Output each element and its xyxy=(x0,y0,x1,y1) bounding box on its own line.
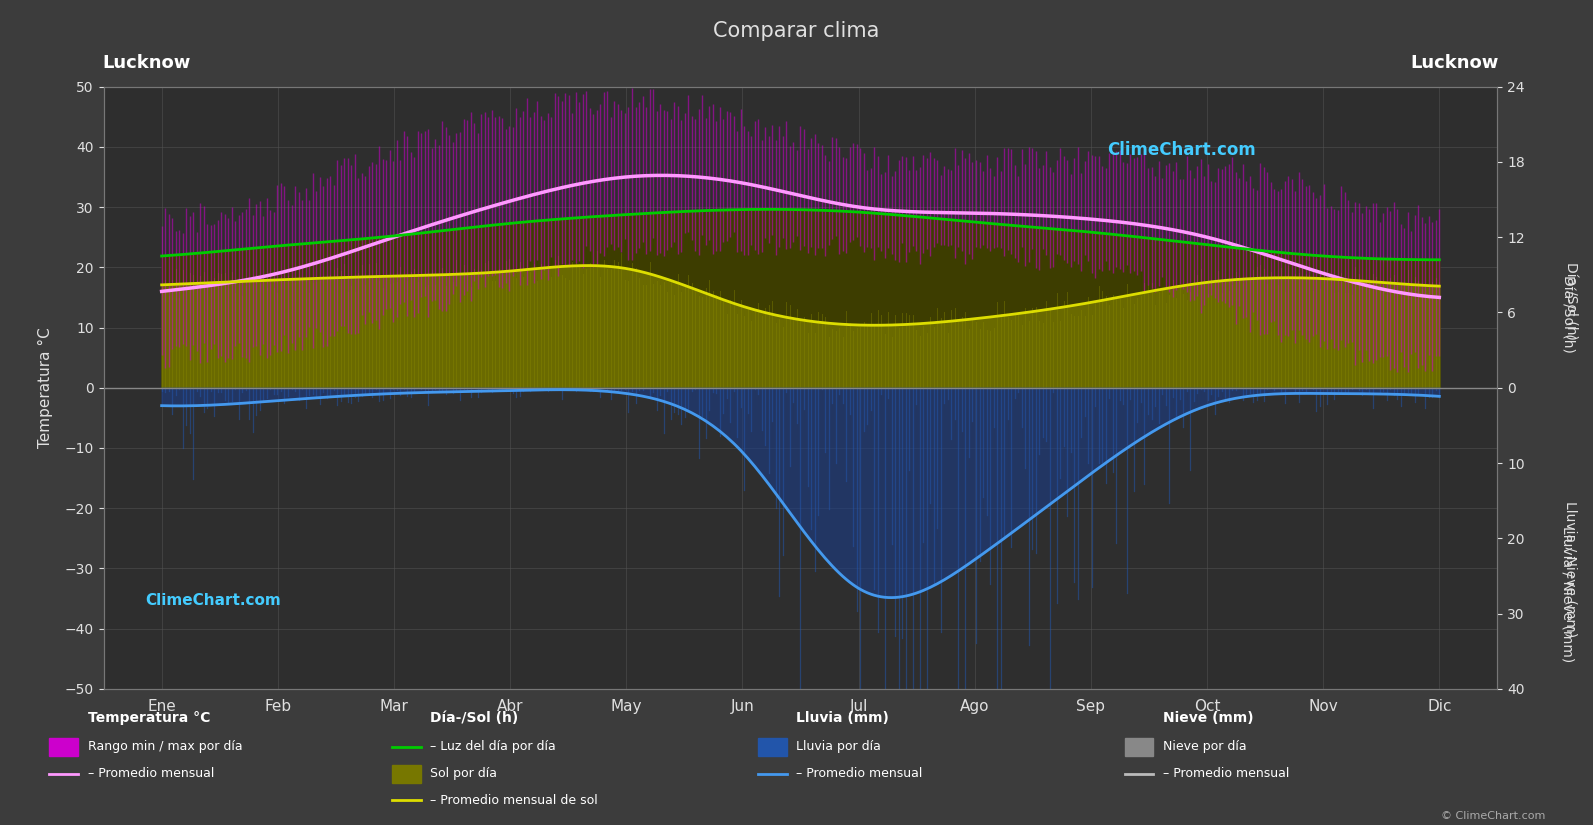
Text: Rango min / max por día: Rango min / max por día xyxy=(88,740,242,753)
Text: Comparar clima: Comparar clima xyxy=(714,21,879,40)
Text: Lluvia por día: Lluvia por día xyxy=(796,740,881,753)
Y-axis label: Temperatura °C: Temperatura °C xyxy=(38,328,54,448)
Text: Lucknow: Lucknow xyxy=(102,54,191,72)
Text: – Luz del día por día: – Luz del día por día xyxy=(430,740,556,753)
Text: – Promedio mensual: – Promedio mensual xyxy=(88,767,213,780)
Text: Temperatura °C: Temperatura °C xyxy=(88,711,210,724)
Text: ClimeChart.com: ClimeChart.com xyxy=(1107,141,1255,159)
Text: ClimeChart.com: ClimeChart.com xyxy=(145,592,280,607)
Text: Lluvia / Nieve (mm): Lluvia / Nieve (mm) xyxy=(1564,501,1577,638)
Text: – Promedio mensual: – Promedio mensual xyxy=(1163,767,1289,780)
Text: Sol por día: Sol por día xyxy=(430,767,497,780)
Text: Lucknow: Lucknow xyxy=(1410,54,1499,72)
Text: Día-/Sol (h): Día-/Sol (h) xyxy=(1561,275,1574,352)
Text: Lluvia (mm): Lluvia (mm) xyxy=(796,711,889,724)
Text: Nieve por día: Nieve por día xyxy=(1163,740,1246,753)
Text: Lluvia / Nieve (mm): Lluvia / Nieve (mm) xyxy=(1561,526,1574,662)
Text: © ClimeChart.com: © ClimeChart.com xyxy=(1440,811,1545,821)
Text: Nieve (mm): Nieve (mm) xyxy=(1163,711,1254,724)
Text: Día-/Sol (h): Día-/Sol (h) xyxy=(1564,262,1577,340)
Text: – Promedio mensual: – Promedio mensual xyxy=(796,767,922,780)
Text: – Promedio mensual de sol: – Promedio mensual de sol xyxy=(430,794,597,807)
Text: Día-/Sol (h): Día-/Sol (h) xyxy=(430,711,518,724)
